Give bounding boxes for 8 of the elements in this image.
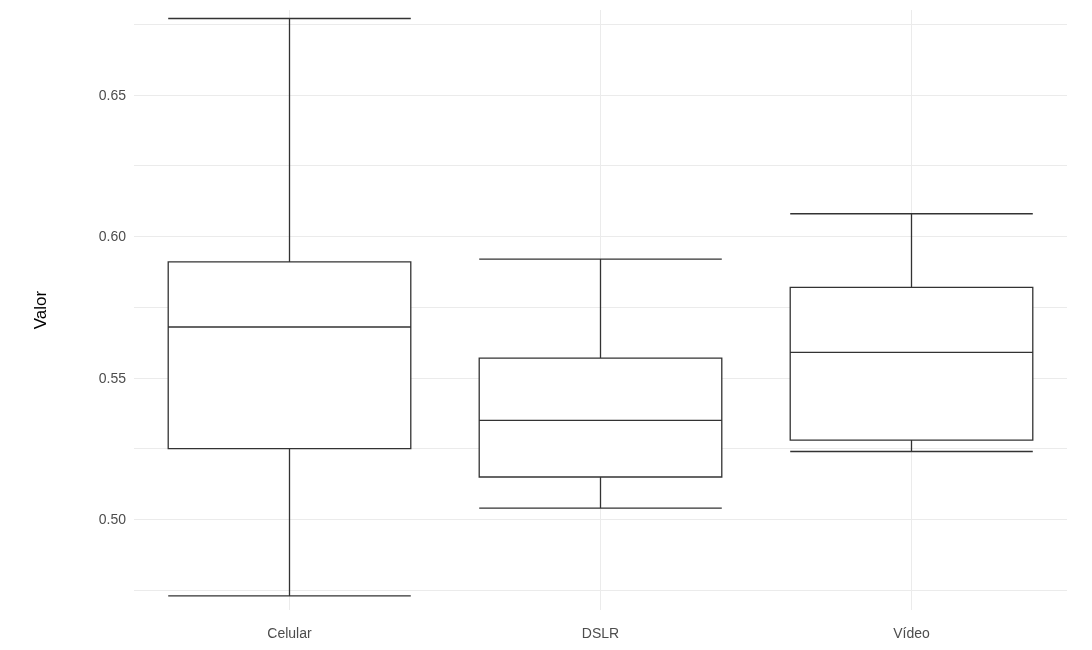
y-axis-title: Valor xyxy=(31,290,50,330)
x-tick-label: Celular xyxy=(267,625,313,641)
y-tick-label: 0.65 xyxy=(98,86,127,103)
x-tick-label: Vídeo xyxy=(893,625,930,641)
x-tick-label: DSLR xyxy=(581,625,620,641)
y-tick-label: 0.55 xyxy=(98,369,127,386)
y-tick-label: 0.50 xyxy=(98,511,127,528)
y-tick-label: 0.60 xyxy=(98,228,127,245)
